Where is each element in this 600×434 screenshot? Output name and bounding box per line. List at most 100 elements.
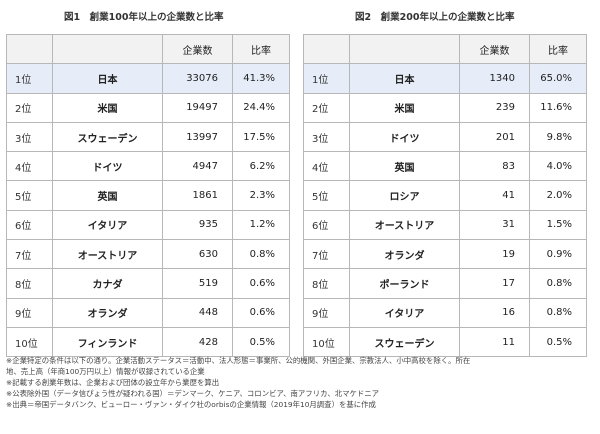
country-cell: 日本 <box>52 63 163 94</box>
count-cell: 13997 <box>162 121 233 153</box>
count-cell: 16 <box>459 297 530 328</box>
ratio-cell: 0.5% <box>529 326 587 358</box>
header-rank <box>303 33 350 65</box>
count-cell: 519 <box>162 268 233 299</box>
rank-cell: 7位 <box>6 239 53 270</box>
count-cell: 41 <box>459 180 530 211</box>
rank-cell: 4位 <box>303 151 350 182</box>
country-cell: ドイツ <box>349 121 460 153</box>
footnote-line: ※企業特定の条件は以下の通り。企業活動ステータス＝活動中、法人形態＝事業所、公的… <box>6 356 471 365</box>
figure2-title: 図2 創業200年以上の企業数と比率 <box>355 12 515 23</box>
ratio-cell: 1.5% <box>529 209 587 241</box>
header-ratio: 比率 <box>232 33 290 65</box>
table-row: 6位 オーストリア 31 1.5% <box>303 209 587 241</box>
ratio-cell: 0.8% <box>529 268 587 299</box>
count-cell: 1340 <box>459 63 530 94</box>
table-row: 8位 ポーランド 17 0.8% <box>303 268 587 299</box>
rank-cell: 8位 <box>303 268 350 299</box>
figure2-table: 企業数 比率 1位 日本 1340 65.0% 2位 米国 239 11.6% 3位 ドイツ 201… <box>303 33 587 358</box>
table-row: 1位 日本 1340 65.0% <box>303 63 587 94</box>
rank-cell: 6位 <box>303 209 350 241</box>
footnote-line: ※出典＝帝国データバンク、ビューロー・ヴァン・ダイク社のorbisの企業情報（2… <box>6 400 376 409</box>
rank-cell: 10位 <box>303 326 350 358</box>
country-cell: オーストリア <box>349 209 460 241</box>
rank-cell: 7位 <box>303 239 350 270</box>
count-cell: 31 <box>459 209 530 241</box>
table-row: 7位 オーストリア 630 0.8% <box>6 239 290 270</box>
table-header-row: 企業数 比率 <box>6 33 290 65</box>
table-row: 4位 ドイツ 4947 6.2% <box>6 151 290 182</box>
header-count: 企業数 <box>459 33 530 65</box>
header-rank <box>6 33 53 65</box>
rank-cell: 5位 <box>303 180 350 211</box>
table-row: 3位 スウェーデン 13997 17.5% <box>6 121 290 153</box>
header-country <box>52 33 163 65</box>
footnote-line: ※記載する創業年数は、企業および団体の設立年から業歴を算出 <box>6 378 220 387</box>
count-cell: 630 <box>162 239 233 270</box>
ratio-cell: 2.0% <box>529 180 587 211</box>
table-row: 5位 ロシア 41 2.0% <box>303 180 587 211</box>
table-header-row: 企業数 比率 <box>303 33 587 65</box>
count-cell: 428 <box>162 326 233 358</box>
rank-cell: 4位 <box>6 151 53 182</box>
footnote-line: ※公表除外国（データ信ぴょう性が疑われる国）＝デンマーク、ケニア、コロンビア、南… <box>6 389 380 398</box>
country-cell: オランダ <box>349 239 460 270</box>
country-cell: 英国 <box>52 180 163 211</box>
table-row: 6位 イタリア 935 1.2% <box>6 209 290 241</box>
header-country <box>349 33 460 65</box>
country-cell: 米国 <box>52 92 163 123</box>
count-cell: 1861 <box>162 180 233 211</box>
table-row: 10位 フィンランド 428 0.5% <box>6 326 290 358</box>
ratio-cell: 6.2% <box>232 151 290 182</box>
ratio-cell: 11.6% <box>529 92 587 123</box>
ratio-cell: 0.8% <box>232 239 290 270</box>
count-cell: 83 <box>459 151 530 182</box>
country-cell: ポーランド <box>349 268 460 299</box>
header-count: 企業数 <box>162 33 233 65</box>
ratio-cell: 9.8% <box>529 121 587 153</box>
country-cell: ロシア <box>349 180 460 211</box>
footnotes: ※企業特定の条件は以下の通り。企業活動ステータス＝活動中、法人形態＝事業所、公的… <box>6 355 594 410</box>
table-row: 10位 スウェーデン 11 0.5% <box>303 326 587 358</box>
rank-cell: 9位 <box>303 297 350 328</box>
rank-cell: 5位 <box>6 180 53 211</box>
table-row: 8位 カナダ 519 0.6% <box>6 268 290 299</box>
count-cell: 17 <box>459 268 530 299</box>
rank-cell: 3位 <box>303 121 350 153</box>
country-cell: 米国 <box>349 92 460 123</box>
country-cell: ドイツ <box>52 151 163 182</box>
figure2-table-body: 1位 日本 1340 65.0% 2位 米国 239 11.6% 3位 ドイツ 201 9.8% 4位英… <box>303 63 587 358</box>
country-cell: 英国 <box>349 151 460 182</box>
figure1-table-body: 1位 日本 33076 41.3% 2位 米国 19497 24.4% 3位 スウェーデン 1399… <box>6 63 290 358</box>
count-cell: 935 <box>162 209 233 241</box>
rank-cell: 3位 <box>6 121 53 153</box>
country-cell: フィンランド <box>52 326 163 358</box>
rank-cell: 1位 <box>6 63 53 94</box>
country-cell: イタリア <box>349 297 460 328</box>
ratio-cell: 2.3% <box>232 180 290 211</box>
ratio-cell: 41.3% <box>232 63 290 94</box>
figure1-table: 企業数 比率 1位 日本 33076 41.3% 2位 米国 19497 24.4% 3位 スウェ… <box>6 33 290 358</box>
rank-cell: 8位 <box>6 268 53 299</box>
rank-cell: 2位 <box>6 92 53 123</box>
count-cell: 4947 <box>162 151 233 182</box>
count-cell: 19497 <box>162 92 233 123</box>
footnote-line: 地、売上高（年商100万円以上）情報が収録されている企業 <box>6 367 205 376</box>
table-row: 2位 米国 19497 24.4% <box>6 92 290 123</box>
table-row: 9位 オランダ 448 0.6% <box>6 297 290 328</box>
count-cell: 239 <box>459 92 530 123</box>
ratio-cell: 0.6% <box>232 268 290 299</box>
country-cell: イタリア <box>52 209 163 241</box>
ratio-cell: 0.8% <box>529 297 587 328</box>
header-ratio: 比率 <box>529 33 587 65</box>
ratio-cell: 0.9% <box>529 239 587 270</box>
ratio-cell: 0.6% <box>232 297 290 328</box>
rank-cell: 1位 <box>303 63 350 94</box>
ratio-cell: 1.2% <box>232 209 290 241</box>
country-cell: 日本 <box>349 63 460 94</box>
country-cell: カナダ <box>52 268 163 299</box>
rank-cell: 10位 <box>6 326 53 358</box>
rank-cell: 9位 <box>6 297 53 328</box>
table-row: 4位 英国 83 4.0% <box>303 151 587 182</box>
count-cell: 33076 <box>162 63 233 94</box>
